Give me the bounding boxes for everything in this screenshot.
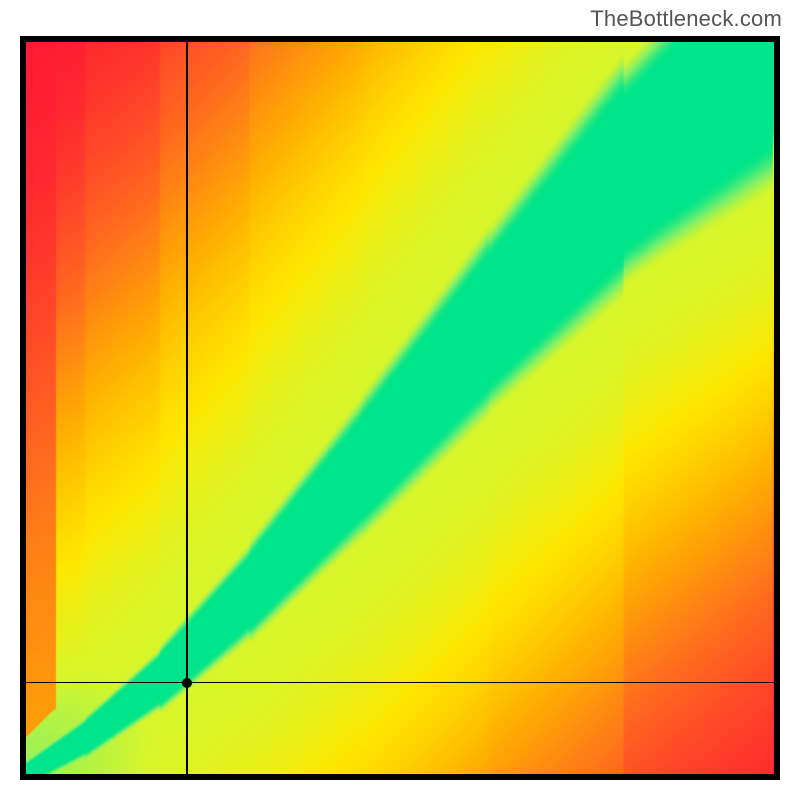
heatmap-canvas — [26, 42, 774, 774]
figure-container: TheBottleneck.com — [0, 0, 800, 800]
watermark-text: TheBottleneck.com — [590, 6, 782, 32]
crosshair-vertical — [186, 42, 188, 774]
crosshair-horizontal — [26, 682, 774, 684]
plot-frame — [20, 36, 780, 780]
marker-dot — [182, 678, 192, 688]
